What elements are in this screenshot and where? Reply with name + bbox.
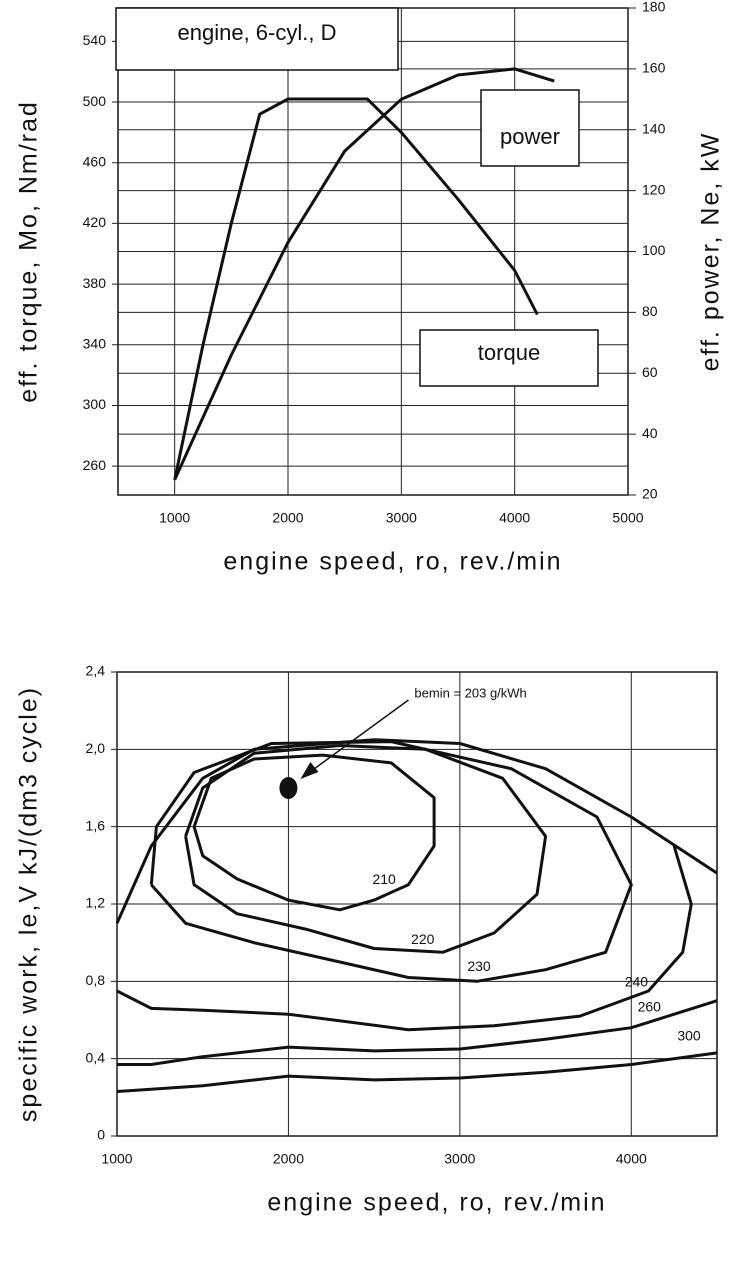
x-tick-label: 1000 (101, 1151, 132, 1167)
series-line (173, 97, 539, 481)
legend-box (419, 329, 599, 387)
y-tick-label: 380 (83, 275, 107, 291)
y-tick-label: 500 (83, 93, 107, 109)
y-tick-label: 1,6 (86, 817, 106, 833)
annotation: bemin = 203 g/kWh (414, 685, 526, 700)
y2-tick-label: 100 (642, 242, 666, 258)
y-tick-label: 0 (97, 1127, 105, 1143)
x-axis-label: engine speed, ro, rev./min (267, 1189, 606, 1217)
contour-line (116, 845, 693, 1032)
contour-label: 210 (372, 871, 396, 887)
contour-line (117, 999, 718, 1066)
y-tick-label: 2,4 (86, 663, 106, 679)
y2-tick-label: 60 (642, 364, 658, 380)
y2-axis-label: eff. power, Ne, kW (697, 132, 725, 372)
annotation: engine, 6-cyl., D (178, 20, 337, 45)
legend-label: power (500, 124, 560, 149)
y-tick-label: 2,0 (86, 740, 106, 756)
x-tick-label: 2000 (272, 510, 303, 526)
legend-label: torque (478, 340, 540, 365)
y-tick-label: 1,2 (86, 895, 106, 911)
y2-tick-label: 160 (642, 60, 666, 76)
y-tick-label: 460 (83, 153, 107, 169)
contour-label: 240 (625, 974, 649, 990)
x-tick-label: 5000 (612, 510, 643, 526)
y-tick-label: 340 (83, 336, 107, 352)
y2-tick-label: 140 (642, 120, 666, 136)
series-line (173, 67, 555, 481)
contour-line (116, 1051, 718, 1093)
optimum-point (279, 777, 298, 799)
contour-line (184, 744, 548, 954)
y-axis-label: specific work, le,V kJ/(dm3 cycle) (15, 686, 43, 1122)
y-tick-label: 260 (83, 457, 107, 473)
x-tick-label: 4000 (499, 510, 530, 526)
y-axis-label: eff. torque, Mo, Nm/rad (15, 100, 43, 403)
contour-label: 220 (411, 931, 435, 947)
annotation-box (115, 7, 399, 71)
x-tick-label: 3000 (444, 1151, 475, 1167)
contour-line (192, 753, 436, 912)
x-tick-label: 1000 (159, 510, 190, 526)
x-tick-label: 4000 (616, 1151, 647, 1167)
x-tick-label: 3000 (386, 510, 417, 526)
y2-tick-label: 180 (642, 0, 666, 15)
y2-tick-label: 80 (642, 303, 658, 319)
y2-tick-label: 20 (642, 486, 658, 502)
contour-line (149, 740, 633, 983)
y-tick-label: 300 (83, 396, 107, 412)
contour-line (115, 738, 718, 924)
y2-tick-label: 40 (642, 425, 658, 441)
y-tick-label: 420 (83, 214, 107, 230)
legend-box (480, 89, 580, 167)
y-tick-label: 540 (83, 32, 107, 48)
contour-label: 260 (638, 998, 662, 1014)
contour-label: 300 (677, 1028, 701, 1044)
x-axis-label: engine speed, ro, rev./min (223, 548, 562, 576)
y2-tick-label: 120 (642, 181, 666, 197)
y-tick-label: 0,4 (86, 1049, 106, 1065)
arrow-head (300, 762, 319, 779)
y-tick-label: 0,8 (86, 972, 106, 988)
x-tick-label: 2000 (273, 1151, 304, 1167)
arrow-line (303, 699, 409, 777)
contour-label: 230 (467, 958, 491, 974)
